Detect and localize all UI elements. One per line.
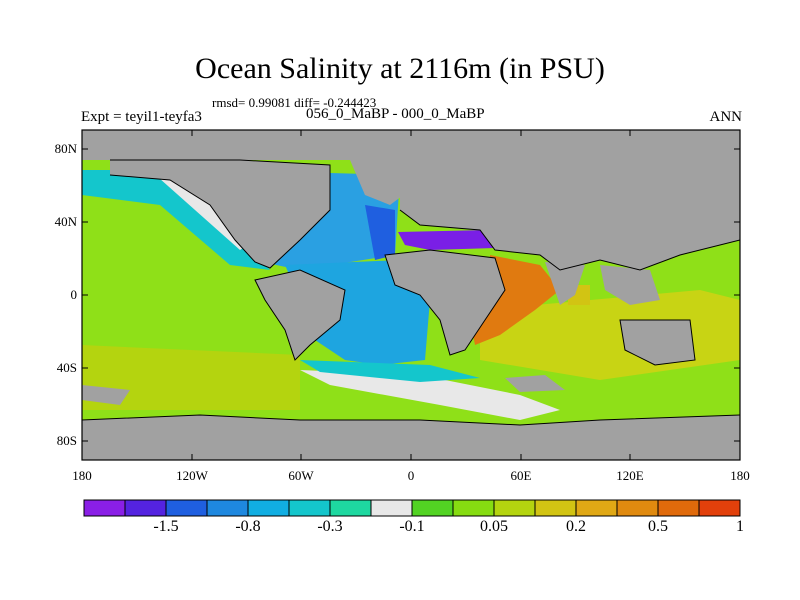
lat-label-80n: 80N	[54, 141, 77, 156]
experiment-label: Expt = teyil1-teyfa3	[81, 109, 202, 125]
colorbar-swatch	[124, 499, 167, 517]
lon-label-120w: 120W	[176, 468, 208, 483]
colorbar-label: 0.2	[566, 518, 586, 535]
colorbar-label: 0.05	[480, 518, 508, 535]
lon-label-60w: 60W	[288, 468, 314, 483]
colorbar-swatch	[206, 499, 249, 517]
southern-ocean-white	[300, 370, 560, 420]
south-pacific-band	[82, 345, 300, 410]
colorbar-swatch	[493, 499, 536, 517]
map-title: Ocean Salinity at 2116m (in PSU)	[195, 52, 605, 85]
colorbar	[83, 499, 741, 517]
colorbar-swatch	[165, 499, 208, 517]
colorbar-label: 1	[736, 518, 744, 535]
lon-ticks	[191, 130, 631, 460]
colorbar-swatch	[288, 499, 331, 517]
lon-label-0: 0	[407, 468, 415, 483]
colorbar-swatch	[452, 499, 495, 517]
lat-ticks	[82, 148, 740, 442]
lon-label-180w: 180	[72, 468, 92, 483]
colorbar-swatch	[534, 499, 577, 517]
colorbar-swatch	[329, 499, 372, 517]
north-pacific-cyan	[82, 170, 270, 270]
season-label: ANN	[709, 109, 743, 125]
atlantic-core-blue	[365, 205, 395, 260]
colorbar-swatch	[83, 499, 126, 517]
colorbar-swatch	[575, 499, 618, 517]
colorbar-swatch	[411, 499, 454, 517]
lat-label-80s: 80S	[56, 433, 77, 448]
case-comparison-label: 056_0_MaBP - 000_0_MaBP	[306, 106, 485, 122]
lat-label-0: 0	[70, 287, 78, 302]
mediterranean-purple	[398, 230, 495, 250]
colorbar-swatch	[370, 499, 413, 517]
lon-label-180e: 180	[730, 468, 750, 483]
southern-ocean-cyan	[300, 360, 480, 382]
lon-label-120e: 120E	[616, 468, 644, 483]
colorbar-label: -0.1	[399, 518, 425, 535]
rmsd-diff-stats: rmsd= 0.99081 diff= -0.244423	[212, 95, 377, 110]
land-masses	[82, 130, 740, 460]
coastlines	[82, 159, 740, 426]
colorbar-swatch	[657, 499, 700, 517]
colorbar-swatch	[698, 499, 741, 517]
lat-label-40n: 40N	[54, 214, 77, 229]
colorbar-swatch	[616, 499, 659, 517]
colorbar-label: -0.8	[235, 518, 261, 535]
colorbar-swatch	[247, 499, 290, 517]
colorbar-label: -1.5	[153, 518, 179, 535]
lon-label-60e: 60E	[510, 468, 532, 483]
colorbar-label: 0.5	[648, 518, 668, 535]
colorbar-label: -0.3	[317, 518, 343, 535]
lat-label-40s: 40S	[56, 360, 77, 375]
